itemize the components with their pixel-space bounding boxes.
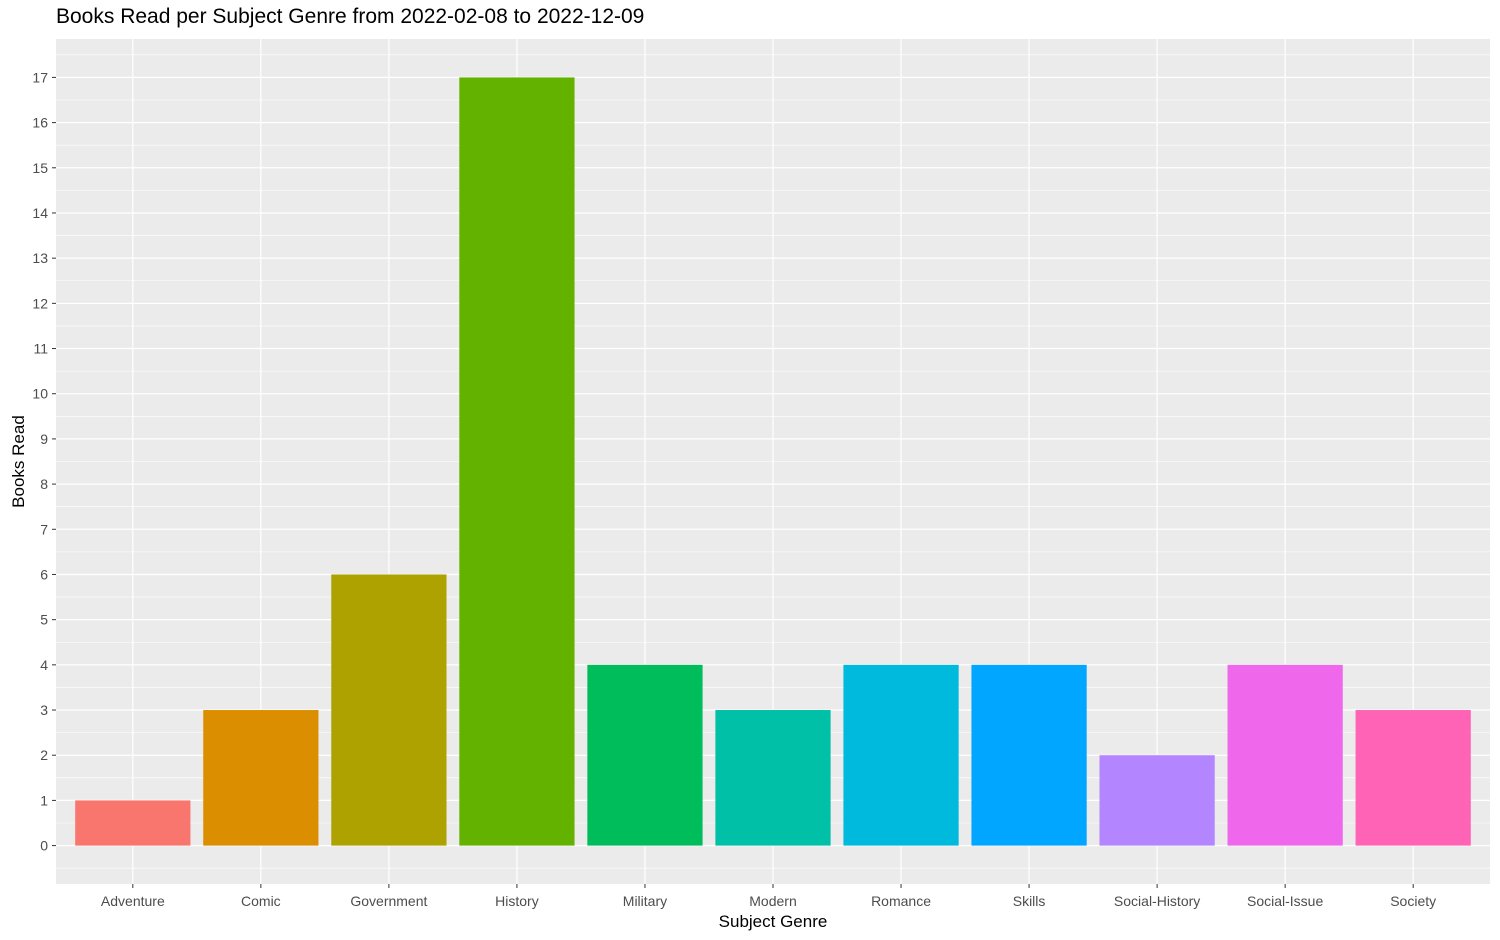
y-tick-label: 16 (32, 115, 48, 131)
x-axis-title: Subject Genre (719, 912, 828, 931)
bar-government (331, 574, 447, 846)
x-tick-label: Social-History (1114, 893, 1200, 909)
y-tick-label: 7 (40, 521, 48, 537)
bar-comic (203, 710, 319, 846)
y-tick-label: 8 (40, 476, 48, 492)
y-tick-label: 4 (40, 657, 48, 673)
x-tick-label: Adventure (101, 893, 165, 909)
y-tick-label: 1 (40, 792, 48, 808)
bar-skills (971, 664, 1087, 846)
x-tick-label: Social-Issue (1247, 893, 1323, 909)
bar-modern (715, 710, 831, 846)
x-tick-label: Society (1390, 893, 1436, 909)
x-tick-label: Military (623, 893, 667, 909)
x-tick-label: Government (350, 893, 427, 909)
bar-society (1355, 710, 1471, 846)
y-tick-label: 6 (40, 566, 48, 582)
y-tick-label: 2 (40, 747, 48, 763)
y-tick-label: 10 (32, 386, 48, 402)
y-tick-label: 17 (32, 69, 48, 85)
x-tick-label: Romance (871, 893, 931, 909)
y-tick-label: 15 (32, 160, 48, 176)
x-tick-label: Skills (1013, 893, 1046, 909)
y-tick-label: 12 (32, 295, 48, 311)
x-tick-label: Modern (749, 893, 796, 909)
y-tick-label: 14 (32, 205, 48, 221)
bar-social-issue (1227, 664, 1343, 846)
y-tick-label: 5 (40, 612, 48, 628)
x-tick-label: Comic (241, 893, 281, 909)
bar-adventure (75, 800, 191, 846)
y-axis-title: Books Read (9, 415, 28, 508)
bar-military (587, 664, 703, 846)
bar-romance (843, 664, 959, 846)
chart-title: Books Read per Subject Genre from 2022-0… (56, 5, 645, 28)
y-tick-label: 3 (40, 702, 48, 718)
x-axis: Adventure Comic Government History Military M… (101, 884, 1436, 909)
y-tick-label: 0 (40, 838, 48, 854)
bar-social-history (1099, 755, 1215, 846)
bar-history (459, 77, 575, 846)
x-tick-label: History (495, 893, 539, 909)
y-tick-label: 11 (33, 341, 48, 357)
y-tick-label: 9 (40, 431, 48, 447)
y-tick-label: 13 (32, 250, 48, 266)
bars (75, 77, 1471, 846)
